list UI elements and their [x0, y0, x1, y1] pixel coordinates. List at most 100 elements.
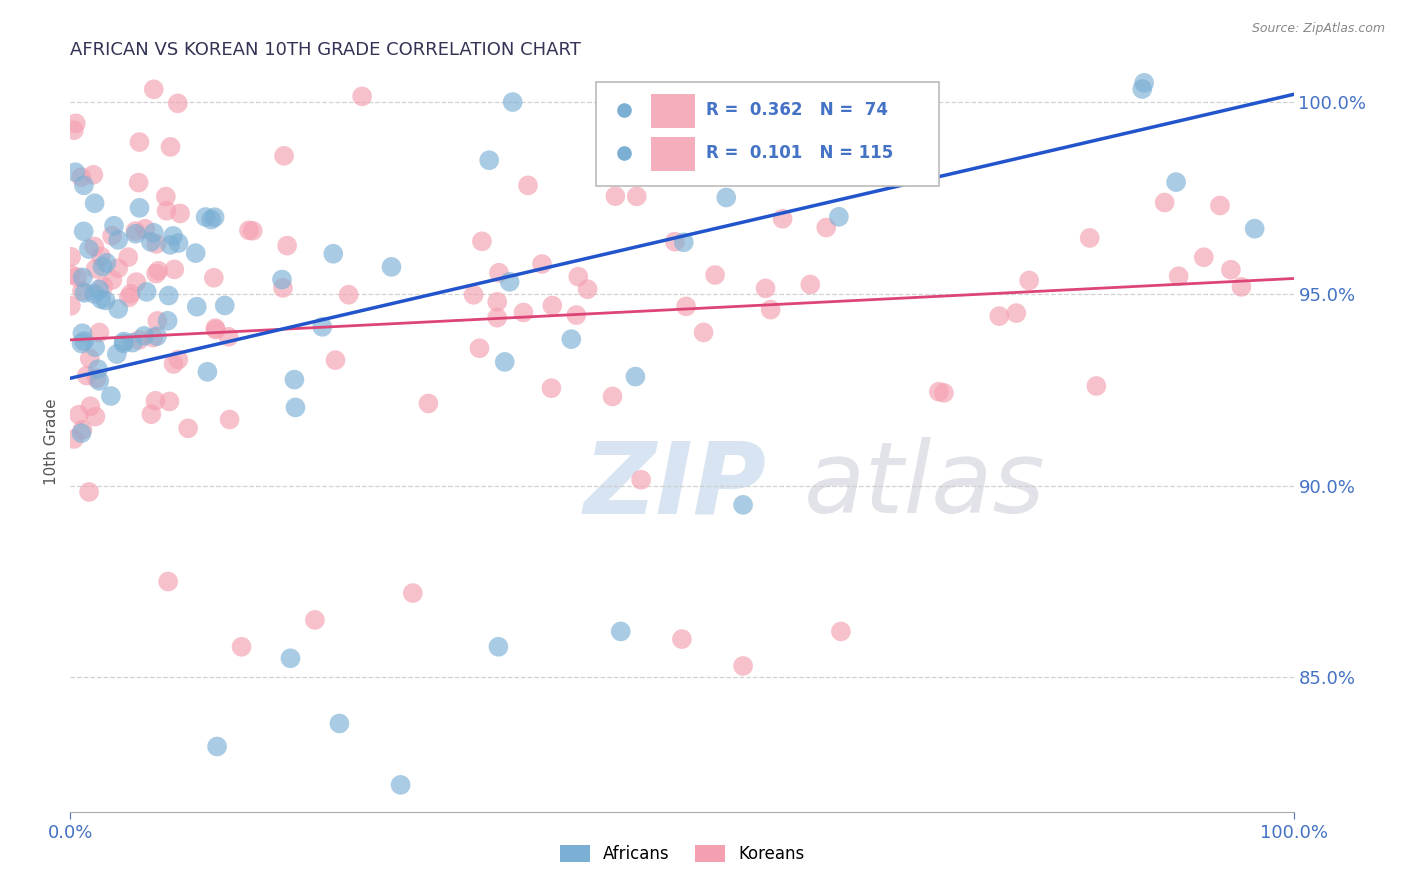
Point	[167, 235, 190, 250]
Point	[204, 323, 226, 337]
Point	[815, 220, 838, 235]
Point	[70, 284, 93, 298]
Point	[1018, 273, 1040, 287]
Point	[157, 574, 180, 589]
Point	[238, 223, 260, 237]
Point	[1085, 379, 1108, 393]
Point	[242, 224, 264, 238]
Point	[72, 326, 94, 341]
Point	[352, 89, 374, 103]
Point	[112, 336, 135, 351]
Point	[602, 389, 624, 403]
Point	[932, 385, 955, 400]
Text: R =  0.101   N = 115: R = 0.101 N = 115	[706, 144, 894, 161]
Point	[63, 123, 86, 137]
Point	[626, 189, 648, 203]
Point	[541, 299, 564, 313]
FancyBboxPatch shape	[596, 82, 939, 186]
Point	[159, 238, 181, 252]
Point	[112, 334, 135, 349]
Point	[107, 301, 129, 316]
Point	[605, 189, 627, 203]
Point	[540, 381, 562, 395]
Point	[204, 211, 226, 225]
Point	[135, 285, 157, 299]
Point	[84, 261, 107, 276]
Point	[1005, 306, 1028, 320]
Point	[1167, 269, 1189, 284]
Point	[733, 498, 755, 512]
Point	[72, 270, 94, 285]
FancyBboxPatch shape	[651, 136, 696, 170]
Point	[716, 190, 738, 204]
Point	[145, 236, 167, 251]
Point	[704, 268, 727, 282]
Point	[162, 357, 184, 371]
Point	[128, 135, 150, 149]
Point	[103, 219, 125, 233]
Point	[79, 399, 101, 413]
Y-axis label: 10th Grade: 10th Grade	[44, 398, 59, 485]
Point	[214, 298, 236, 312]
Point	[280, 651, 302, 665]
Point	[82, 168, 104, 182]
Point	[128, 176, 150, 190]
Point	[73, 178, 96, 193]
Point	[565, 308, 588, 322]
Point	[159, 140, 181, 154]
Point	[90, 292, 112, 306]
Point	[83, 239, 105, 253]
Point	[463, 287, 485, 301]
Point	[218, 412, 240, 426]
Point	[1243, 221, 1265, 235]
Point	[162, 228, 184, 243]
Point	[77, 485, 100, 500]
Point	[311, 319, 333, 334]
Point	[117, 250, 139, 264]
Point	[124, 227, 146, 241]
Point	[486, 310, 509, 325]
Point	[94, 293, 117, 308]
Point	[1192, 250, 1215, 264]
Point	[488, 266, 510, 280]
Point	[284, 401, 307, 415]
Point	[205, 739, 228, 754]
Point	[610, 624, 633, 639]
Point	[328, 716, 350, 731]
Point	[163, 262, 186, 277]
Point	[337, 287, 360, 301]
Point	[91, 260, 114, 274]
Point	[59, 268, 82, 282]
Text: Source: ZipAtlas.com: Source: ZipAtlas.com	[1251, 22, 1385, 36]
Point	[125, 275, 148, 289]
Point	[177, 421, 200, 435]
Point	[101, 228, 124, 243]
Point	[576, 282, 599, 296]
Point	[418, 396, 440, 410]
Point	[121, 335, 143, 350]
Point	[60, 250, 83, 264]
Point	[73, 285, 96, 300]
Point	[86, 371, 108, 385]
Point	[128, 201, 150, 215]
Point	[759, 302, 782, 317]
Point	[167, 352, 190, 367]
Point	[502, 95, 524, 109]
Point	[128, 333, 150, 347]
Point	[84, 340, 107, 354]
Point	[512, 305, 534, 319]
Point	[630, 473, 652, 487]
Text: R =  0.362   N =  74: R = 0.362 N = 74	[706, 101, 889, 119]
Point	[96, 256, 118, 270]
Point	[124, 224, 146, 238]
Point	[73, 334, 96, 348]
Point	[772, 211, 794, 226]
Point	[166, 96, 188, 111]
Point	[100, 389, 122, 403]
Point	[273, 149, 295, 163]
Point	[142, 226, 165, 240]
Point	[560, 332, 582, 346]
Point	[200, 212, 222, 227]
Point	[156, 314, 179, 328]
Point	[139, 235, 162, 249]
